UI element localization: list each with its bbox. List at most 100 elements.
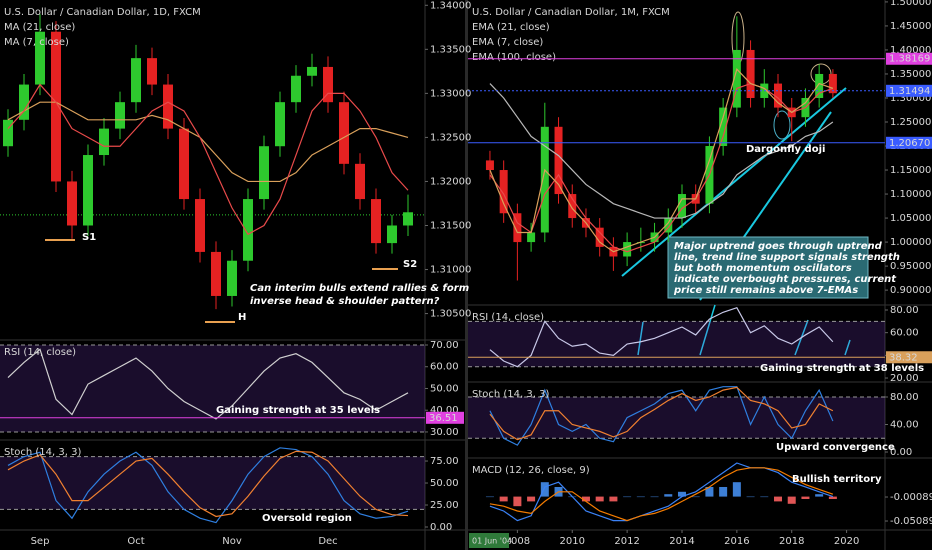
candle-body <box>195 199 205 252</box>
y-tick-label: 1.45000 <box>890 21 931 32</box>
y-tick-label: 0.95000 <box>890 261 931 272</box>
x-tick-label: Sep <box>31 536 50 547</box>
y-tick-label: 25.00 <box>430 500 459 511</box>
divider <box>465 0 468 550</box>
y-tick-label: 80.00 <box>890 305 919 316</box>
histogram-bar <box>540 482 549 497</box>
annotation: S2 <box>403 259 417 270</box>
y-tick-label: -0.05089 <box>890 516 932 527</box>
y-tick-label: 20.00 <box>890 373 919 384</box>
candle-body <box>485 160 494 171</box>
x-tick-label: 2012 <box>614 536 639 547</box>
y-tick-label: 1.30500 <box>430 309 471 320</box>
price-tag <box>886 84 932 97</box>
price-tag <box>426 411 464 424</box>
note-line: line, trend line support signals strengt… <box>674 252 900 263</box>
candle-body <box>815 73 824 98</box>
candle-body <box>828 73 837 94</box>
histogram-bar <box>705 486 714 497</box>
x-tick-label: Nov <box>222 536 242 547</box>
series-line <box>489 67 834 253</box>
series-line <box>489 386 834 441</box>
annotation: Gaining strength at 38 levels <box>760 363 924 374</box>
price-tag-label: 1.38169 <box>889 54 930 65</box>
y-tick-label: 0.00 <box>890 447 912 458</box>
panel-title: Stoch (14, 3, 3) <box>4 447 81 458</box>
histogram-bar <box>499 496 508 502</box>
y-tick-label: 1.31000 <box>430 265 471 276</box>
band-fill <box>468 321 885 367</box>
price-tag-label: 38.32 <box>889 352 918 363</box>
histogram-bar <box>719 486 728 497</box>
legend-entry: MA (7, close) <box>4 37 69 48</box>
x-tick-label: Dec <box>318 536 337 547</box>
histogram-bar <box>787 496 796 504</box>
histogram-bar <box>609 496 618 502</box>
candle-body <box>259 146 269 200</box>
candle-body <box>774 83 783 108</box>
annotation: H <box>238 312 246 323</box>
note-line: Can interim bulls extend rallies & form <box>250 283 469 294</box>
legend-entry: EMA (7, close) <box>472 37 543 48</box>
histogram-bar <box>581 496 590 502</box>
y-tick-label: 1.15000 <box>890 165 931 176</box>
candle-body <box>163 84 173 129</box>
note-line: inverse head & shoulder pattern? <box>250 296 440 307</box>
candle-body <box>307 66 317 76</box>
y-tick-label: 1.25000 <box>890 117 931 128</box>
y-tick-label: 30.00 <box>430 427 459 438</box>
y-tick-label: 40.00 <box>430 405 459 416</box>
candle-body <box>35 31 45 85</box>
candle-body <box>403 212 413 226</box>
histogram-bar <box>485 496 494 498</box>
y-tick-label: 1.32000 <box>430 176 471 187</box>
series-line <box>489 467 834 522</box>
histogram-bar <box>691 496 700 498</box>
price-tag <box>886 351 932 364</box>
y-tick-label: 1.33500 <box>430 44 471 55</box>
histogram-bar <box>664 494 673 497</box>
candle-body <box>513 213 522 243</box>
candle-body <box>568 194 577 219</box>
candle-body <box>67 181 77 226</box>
histogram-bar <box>801 496 810 499</box>
price-tag-label: 1.20670 <box>889 138 930 149</box>
candle-body <box>323 66 333 103</box>
candle-body <box>595 227 604 247</box>
candle-body <box>371 199 381 244</box>
series-line <box>489 83 834 219</box>
series-line <box>7 447 409 524</box>
panel-title: U.S. Dollar / Canadian Dollar, 1D, FXCM <box>4 7 201 18</box>
histogram-bar <box>732 482 741 497</box>
series-line <box>489 306 834 368</box>
annotation: S1 <box>82 232 96 243</box>
candle-body <box>732 49 741 108</box>
candle-body <box>115 102 125 129</box>
panel-title: U.S. Dollar / Canadian Dollar, 1M, FXCM <box>472 7 670 18</box>
candle-body <box>540 126 549 233</box>
candle-body <box>51 31 61 182</box>
candle-body <box>243 199 253 261</box>
legend-entry: EMA (100, close) <box>472 52 556 63</box>
candle-body <box>677 194 686 219</box>
candle-body <box>554 126 563 195</box>
cursor-tag <box>469 533 509 548</box>
histogram-bar <box>815 494 824 497</box>
candle-body <box>99 128 109 156</box>
candle-body <box>355 163 365 200</box>
note-box <box>667 236 869 299</box>
note-line: indicate overbought pressures, current <box>674 274 897 285</box>
pattern-markers <box>45 239 398 323</box>
histogram-bar <box>760 496 769 498</box>
series-line <box>489 82 834 253</box>
series-line <box>489 386 834 446</box>
y-tick-label: 1.05000 <box>890 213 931 224</box>
y-tick-label: 70.00 <box>430 340 459 351</box>
histogram-bar <box>527 496 536 502</box>
band-fill <box>0 456 425 510</box>
y-tick-label: 50.00 <box>430 478 459 489</box>
panel-title: Stoch (14, 3, 3) <box>472 389 549 400</box>
histogram-bar <box>636 496 645 498</box>
candle-body <box>3 119 13 147</box>
